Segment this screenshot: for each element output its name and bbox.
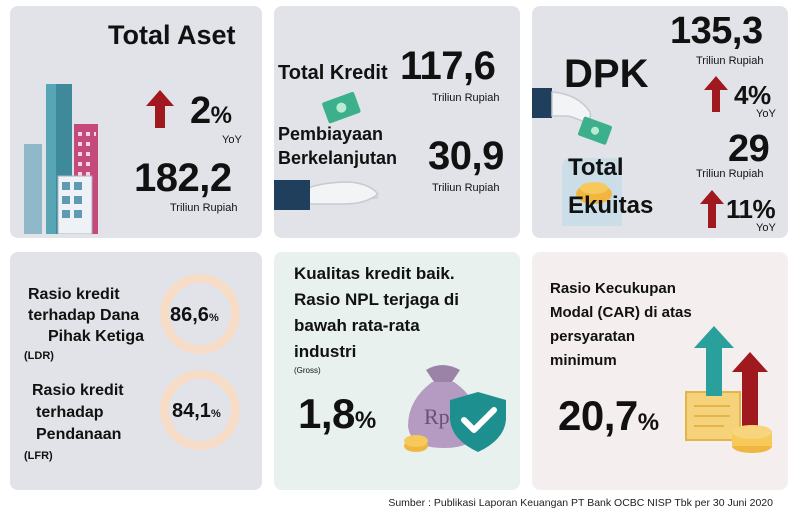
ekuitas-growth-label: YoY bbox=[756, 222, 776, 234]
pembiayaan-label-1: Pembiayaan bbox=[278, 124, 384, 144]
total-aset-growth-label: YoY bbox=[222, 134, 242, 146]
dpk-growth: 4% bbox=[734, 80, 771, 110]
dpk-value: 135,3 bbox=[670, 10, 763, 52]
lfr-ring bbox=[160, 370, 240, 450]
ldr-pct: % bbox=[208, 312, 219, 324]
lfr-pct: % bbox=[210, 408, 221, 420]
ekuitas-unit: Triliun Rupiah bbox=[696, 168, 764, 180]
dpk-label: DPK bbox=[564, 52, 649, 96]
lfr-line-3: Pendanaan bbox=[36, 426, 122, 443]
npl-value: 1,8% bbox=[298, 390, 376, 438]
total-aset-unit: Triliun Rupiah bbox=[170, 202, 238, 214]
npl-line-1: Kualitas kredit baik. bbox=[294, 264, 455, 283]
npl-gross-label: (Gross) bbox=[294, 366, 321, 375]
ldr-number: 86,6 bbox=[170, 304, 209, 326]
ekuitas-label-2: Ekuitas bbox=[568, 192, 654, 219]
arrow-up-icon bbox=[700, 190, 724, 228]
ldr-line-2: terhadap Dana bbox=[28, 307, 140, 324]
npl-number: 1,8 bbox=[298, 390, 355, 437]
city-buildings-icon bbox=[24, 84, 98, 234]
total-aset-card: Total Aset 2% YoY 182,2 Triliun Rupiah bbox=[10, 6, 262, 238]
source-note: Sumber : Publikasi Laporan Keuangan PT B… bbox=[388, 497, 773, 509]
total-aset-growth-value: 2% bbox=[190, 90, 232, 133]
ldr-line-1: Rasio kredit bbox=[28, 286, 120, 303]
arrow-up-icon bbox=[704, 76, 728, 112]
car-line-4: minimum bbox=[550, 352, 617, 369]
growth-number: 2 bbox=[190, 90, 211, 132]
car-line-1: Rasio Kecukupan bbox=[550, 280, 676, 297]
npl-line-4: industri bbox=[294, 342, 357, 361]
lfr-line-2: terhadap bbox=[36, 404, 104, 421]
lfr-line-1: Rasio kredit bbox=[32, 382, 124, 399]
ldr-ring bbox=[160, 274, 240, 354]
deposit-jar-icon bbox=[532, 88, 622, 226]
money-hand-icon bbox=[274, 92, 380, 210]
money-bag-shield-icon: Rp bbox=[404, 365, 506, 452]
dpk-growth-label: YoY bbox=[756, 108, 776, 120]
lfr-value: 84,1% bbox=[172, 400, 221, 423]
total-kredit-value: 117,6 bbox=[400, 44, 496, 88]
rasio-card: Rasio kredit terhadap Dana Pihak Ketiga … bbox=[10, 252, 262, 490]
car-line-2: Modal (CAR) di atas bbox=[550, 304, 692, 321]
car-card: Rasio Kecukupan Modal (CAR) di atas pers… bbox=[532, 252, 788, 490]
pembiayaan-label-2: Berkelanjutan bbox=[278, 148, 398, 168]
dpk-card: DPK 135,3 Triliun Rupiah 4% YoY Total Ek… bbox=[532, 6, 788, 238]
total-aset-amount: 182,2 bbox=[134, 156, 232, 200]
bag-rp-label: Rp bbox=[424, 404, 450, 429]
lfr-number: 84,1 bbox=[172, 400, 211, 422]
ekuitas-growth: 11% bbox=[726, 194, 776, 224]
total-kredit-label: Total Kredit bbox=[278, 62, 388, 84]
pembiayaan-unit: Triliun Rupiah bbox=[432, 182, 500, 194]
car-value: 20,7% bbox=[558, 392, 659, 440]
dpk-unit: Triliun Rupiah bbox=[696, 55, 764, 67]
car-line-3: persyaratan bbox=[550, 328, 636, 345]
npl-pct: % bbox=[354, 407, 376, 434]
kredit-card: Total Kredit 117,6 Triliun Rupiah Pembia… bbox=[274, 6, 520, 238]
pembiayaan-value: 30,9 bbox=[428, 134, 504, 178]
npl-line-2: Rasio NPL terjaga di bbox=[294, 290, 460, 309]
ekuitas-value: 29 bbox=[728, 128, 770, 170]
lfr-abbr: (LFR) bbox=[24, 450, 53, 462]
ldr-abbr: (LDR) bbox=[24, 350, 54, 362]
ekuitas-label-1: Total bbox=[568, 154, 624, 181]
car-number: 20,7 bbox=[558, 392, 638, 439]
growth-pct: % bbox=[210, 102, 232, 129]
total-aset-title: Total Aset bbox=[108, 20, 236, 50]
car-pct: % bbox=[637, 409, 659, 436]
total-kredit-unit: Triliun Rupiah bbox=[432, 92, 500, 104]
arrow-up-icon bbox=[146, 90, 174, 128]
npl-line-3: bawah rata-rata bbox=[294, 316, 420, 335]
npl-card: Kualitas kredit baik. Rasio NPL terjaga … bbox=[274, 252, 520, 490]
ldr-line-3: Pihak Ketiga bbox=[48, 328, 145, 345]
ldr-value: 86,6% bbox=[170, 304, 219, 327]
growth-chart-icon bbox=[685, 326, 772, 453]
